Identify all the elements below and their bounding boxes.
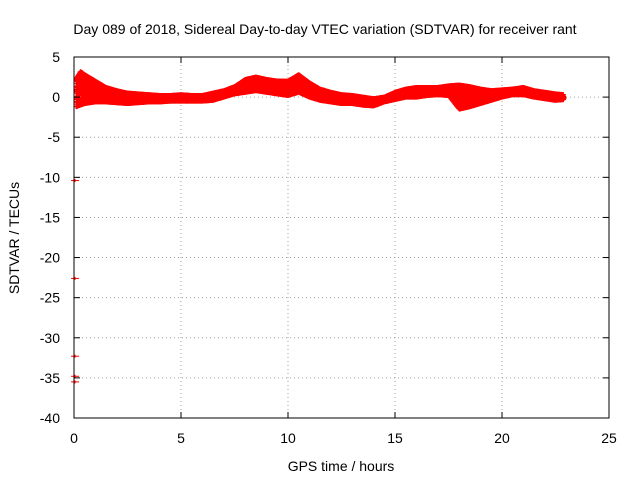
grid-layer xyxy=(74,57,609,418)
chart-title: Day 089 of 2018, Sidereal Day-to-day VTE… xyxy=(73,21,576,37)
data-layer xyxy=(71,69,566,383)
